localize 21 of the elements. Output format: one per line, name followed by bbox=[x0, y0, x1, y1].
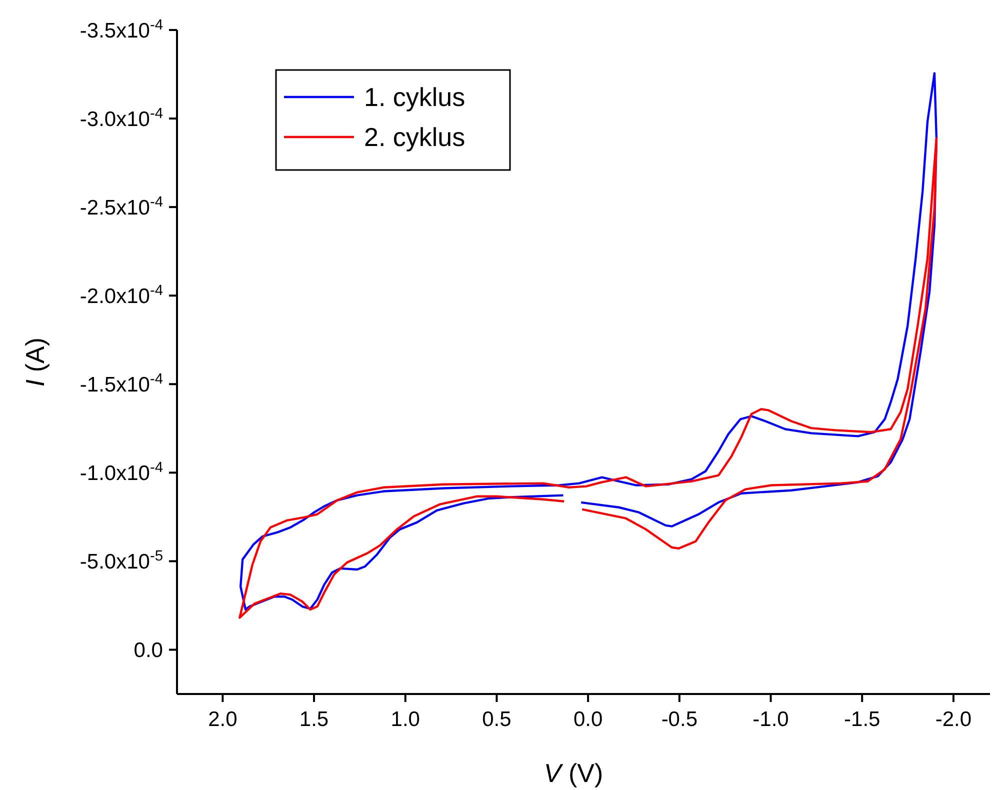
y-tick-label: -1.5x10$^{-4}$ bbox=[80, 371, 163, 396]
x-tick-label: -1.0 bbox=[752, 708, 789, 731]
x-axis-title: V (V) bbox=[544, 758, 604, 788]
y-tick-label: -3.5x10$^{-4}$ bbox=[80, 17, 163, 42]
legend-label: 1. cyklus bbox=[364, 82, 466, 112]
y-tick-label: 0.0 bbox=[134, 639, 163, 662]
y-tick-label: -1.0x10$^{-4}$ bbox=[80, 460, 163, 486]
x-tick-label: -0.5 bbox=[661, 708, 698, 731]
x-tick-label: 2.0 bbox=[208, 708, 238, 731]
x-tick-label: 1.5 bbox=[299, 708, 329, 731]
legend-label: 2. cyklus bbox=[364, 122, 466, 152]
x-tick-label: 1.0 bbox=[390, 708, 420, 731]
y-tick-label: -5.0x10$^{-5}$ bbox=[80, 548, 163, 574]
y-axis-title: I (A) bbox=[20, 337, 50, 387]
x-tick-label: -2.0 bbox=[935, 708, 972, 731]
x-tick-label: 0.0 bbox=[573, 708, 603, 731]
y-tick-label: -2.5x10$^{-4}$ bbox=[80, 194, 163, 220]
y-tick-label: -2.0x10$^{-4}$ bbox=[80, 282, 163, 308]
y-tick-label: -3.0x10$^{-4}$ bbox=[80, 106, 163, 131]
x-tick-label: -1.5 bbox=[844, 708, 880, 731]
x-tick-label: 0.5 bbox=[482, 708, 512, 731]
